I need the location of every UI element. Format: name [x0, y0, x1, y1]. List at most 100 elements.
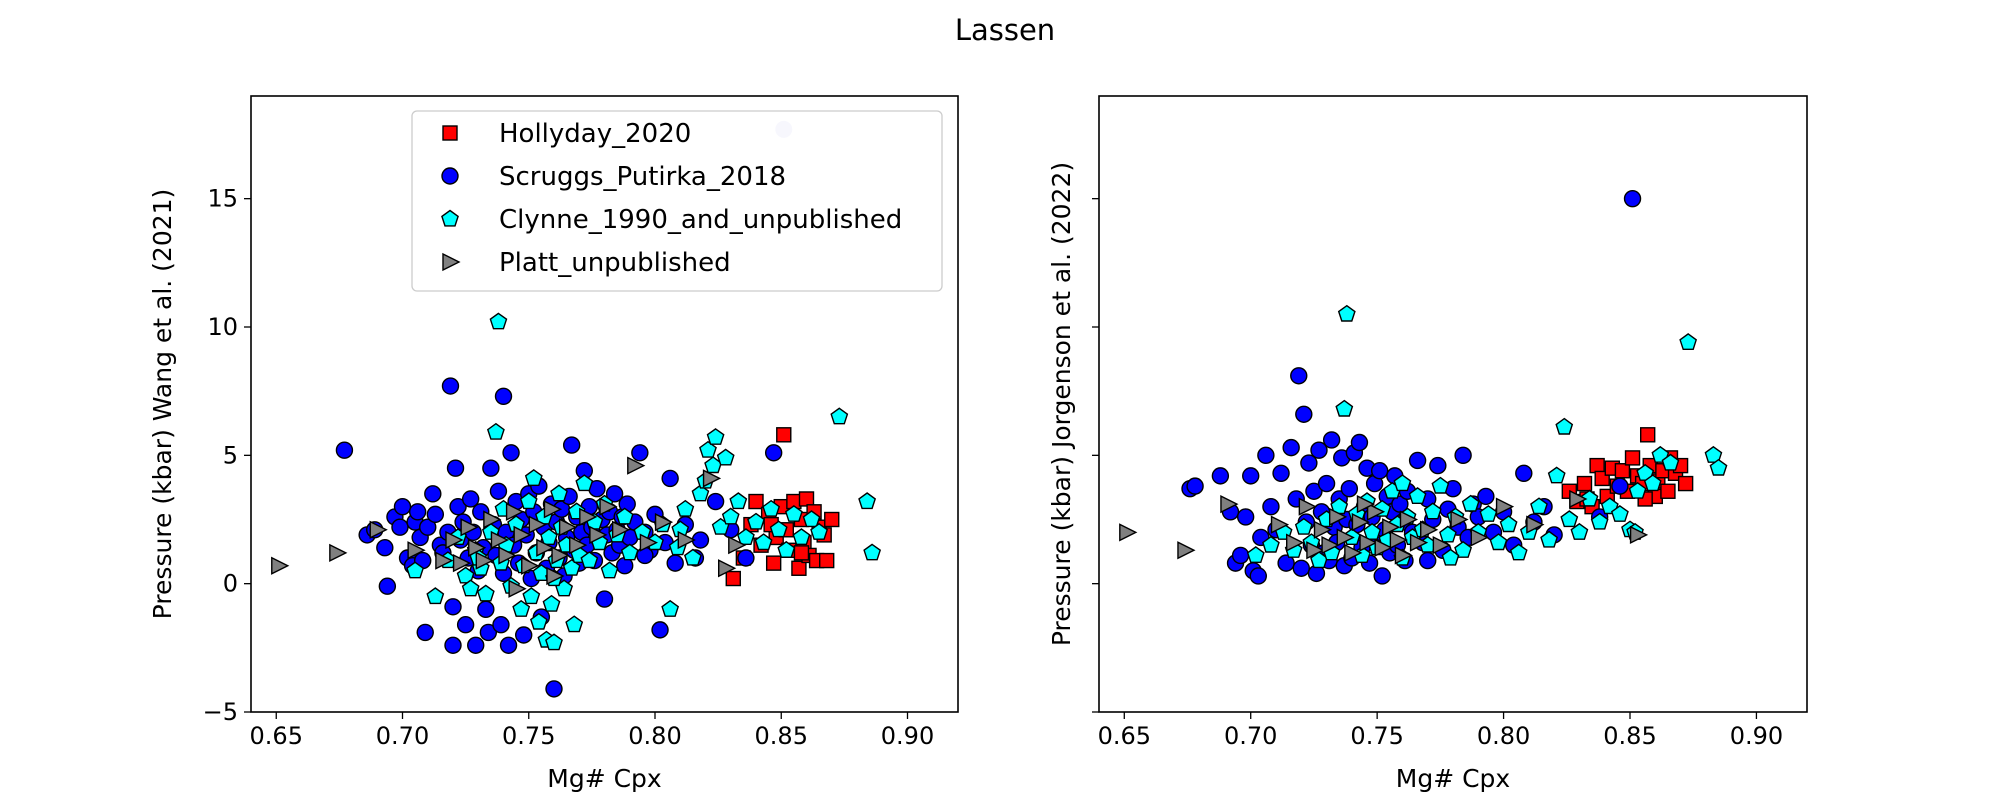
clynne-1990-and-unpublished-point [529, 612, 548, 630]
clynne-1990-and-unpublished-point [691, 484, 710, 502]
clynne-1990-and-unpublished-point [1246, 546, 1265, 563]
hollyday-2020-point [1614, 463, 1631, 479]
hollyday-2020-point [1576, 475, 1593, 492]
platt-unpublished-point [490, 530, 510, 550]
legend-entry: Scruggs_Putirka_2018 [499, 162, 786, 192]
scruggs-putirka-2018-point [1272, 464, 1290, 482]
legend-marker [441, 209, 459, 227]
platt-unpublished-point [460, 518, 479, 537]
hollyday-2020-point [1589, 457, 1605, 474]
clynne-1990-and-unpublished-point [519, 492, 538, 510]
platt-unpublished-point [1298, 497, 1317, 516]
hollyday-2020-point [1624, 450, 1641, 466]
scruggs-putirka-2018-point [661, 469, 679, 488]
platt-unpublished-point [1420, 520, 1439, 539]
platt-unpublished-point [475, 551, 494, 570]
clynne-1990-and-unpublished-point [1704, 445, 1723, 463]
right-panel: 0.65 0.70 0.75 0.80 0.85 0.90 Mg# Cpx Pressure … [1047, 95, 1808, 793]
platt-unpublished-point [271, 556, 290, 575]
hollyday-2020-point [1639, 427, 1656, 443]
clynne-1990-and-unpublished-point [830, 407, 849, 425]
clynne-1990-and-unpublished-point [575, 474, 594, 492]
clynne-1990-and-unpublished-point [706, 428, 725, 445]
platt-unpublished-point [1389, 530, 1408, 550]
platt-unpublished-point [611, 520, 631, 539]
clynne-1990-and-unpublished-point [512, 599, 531, 617]
platt-unpublished-point [1177, 541, 1196, 560]
clynne-1990-and-unpublished-point [1294, 517, 1313, 535]
clynne-1990-and-unpublished-point [1454, 540, 1473, 558]
clynne-1990-and-unpublished-point [1393, 474, 1412, 492]
clynne-1990-and-unpublished-point [1423, 502, 1442, 520]
platt-unpublished-point [1356, 494, 1376, 514]
hollyday-2020-point [791, 560, 807, 576]
platt-unpublished-point [1432, 536, 1451, 555]
platt-unpublished-point [445, 530, 464, 550]
clynne-1990-and-unpublished-point [1590, 512, 1609, 530]
legend-marker [442, 252, 461, 272]
clynne-1990-and-unpublished-point [1489, 533, 1508, 551]
data-points [1119, 189, 1728, 585]
clynne-1990-and-unpublished-point [699, 440, 717, 458]
platt-unpublished-point [589, 525, 608, 545]
clynne-1990-and-unpublished-point [1335, 399, 1354, 417]
clynne-1990-and-unpublished-point [769, 520, 788, 538]
scruggs-putirka-2018-point [502, 444, 520, 462]
scruggs-putirka-2018-point [1277, 554, 1295, 572]
hollyday-2020-point [765, 555, 782, 571]
hollyday-2020-point [819, 552, 835, 569]
scruggs-putirka-2018-point [467, 636, 485, 654]
y-axis-label: Pressure (kbar) Jorgenson et al. (2022) [1047, 162, 1076, 646]
y-tick-label: 0 [223, 570, 238, 598]
scruggs-putirka-2018-point [1231, 546, 1250, 565]
clynne-1990-and-unpublished-point [1431, 476, 1450, 494]
x-tick-label: 0.75 [502, 722, 555, 750]
clynne-1990-and-unpublished-point [1679, 333, 1698, 350]
clynne-1990-and-unpublished-point [1337, 304, 1356, 322]
clynne-1990-and-unpublished-point [747, 512, 765, 530]
clynne-1990-and-unpublished-point [729, 492, 748, 510]
platt-unpublished-point [528, 515, 547, 534]
platt-unpublished-point [1526, 515, 1545, 534]
clynne-1990-and-unpublished-point [1610, 505, 1629, 522]
scruggs-putirka-2018-point [499, 636, 518, 654]
scruggs-putirka-2018-point [1373, 567, 1391, 585]
clynne-1990-and-unpublished-point [1408, 487, 1427, 504]
platt-unpublished-point [505, 502, 525, 521]
scruggs-putirka-2018-point [1262, 497, 1280, 516]
clynne-1990-and-unpublished-point [716, 448, 735, 466]
scruggs-putirka-2018-point [1290, 367, 1308, 385]
hollyday-2020-point [748, 493, 764, 510]
clynne-1990-and-unpublished-point [476, 584, 495, 602]
scruggs-putirka-2018-point [1249, 567, 1268, 585]
scruggs-putirka-2018-point [393, 497, 412, 516]
scruggs-putirka-2018-point [1300, 454, 1318, 472]
platt-unpublished-point [1569, 489, 1588, 509]
platt-unpublished-point [558, 518, 578, 537]
platt-unpublished-point [1450, 510, 1469, 529]
platt-unpublished-point [579, 507, 598, 527]
scruggs-putirka-2018-point [737, 549, 755, 567]
scruggs-putirka-2018-point [449, 497, 467, 516]
scruggs-putirka-2018-point [424, 485, 442, 503]
scruggs-putirka-2018-point [419, 518, 437, 536]
scruggs-putirka-2018-point [408, 503, 427, 521]
clynne-1990-and-unpublished-point [1709, 458, 1728, 476]
y-tick-label: 15 [207, 185, 238, 213]
scruggs-putirka-2018-point [1611, 477, 1629, 495]
legend-entry: Hollyday_2020 [499, 119, 691, 149]
axes-frame [1098, 95, 1808, 713]
clynne-1990-and-unpublished-point [461, 579, 480, 597]
platt-unpublished-point [1495, 497, 1515, 516]
scruggs-putirka-2018-point [1515, 464, 1533, 482]
hollyday-2020-point [725, 570, 741, 587]
x-axis-label: Mg# Cpx [1396, 764, 1510, 793]
scruggs-putirka-2018-point [426, 505, 445, 524]
platt-unpublished-point [718, 559, 737, 578]
platt-unpublished-point [1409, 533, 1429, 552]
scruggs-putirka-2018-point [1282, 438, 1300, 457]
scruggs-putirka-2018-point [1370, 462, 1389, 480]
x-tick-label: 0.70 [1224, 722, 1277, 750]
legend-box [411, 110, 943, 292]
platt-unpublished-point [1321, 536, 1340, 555]
